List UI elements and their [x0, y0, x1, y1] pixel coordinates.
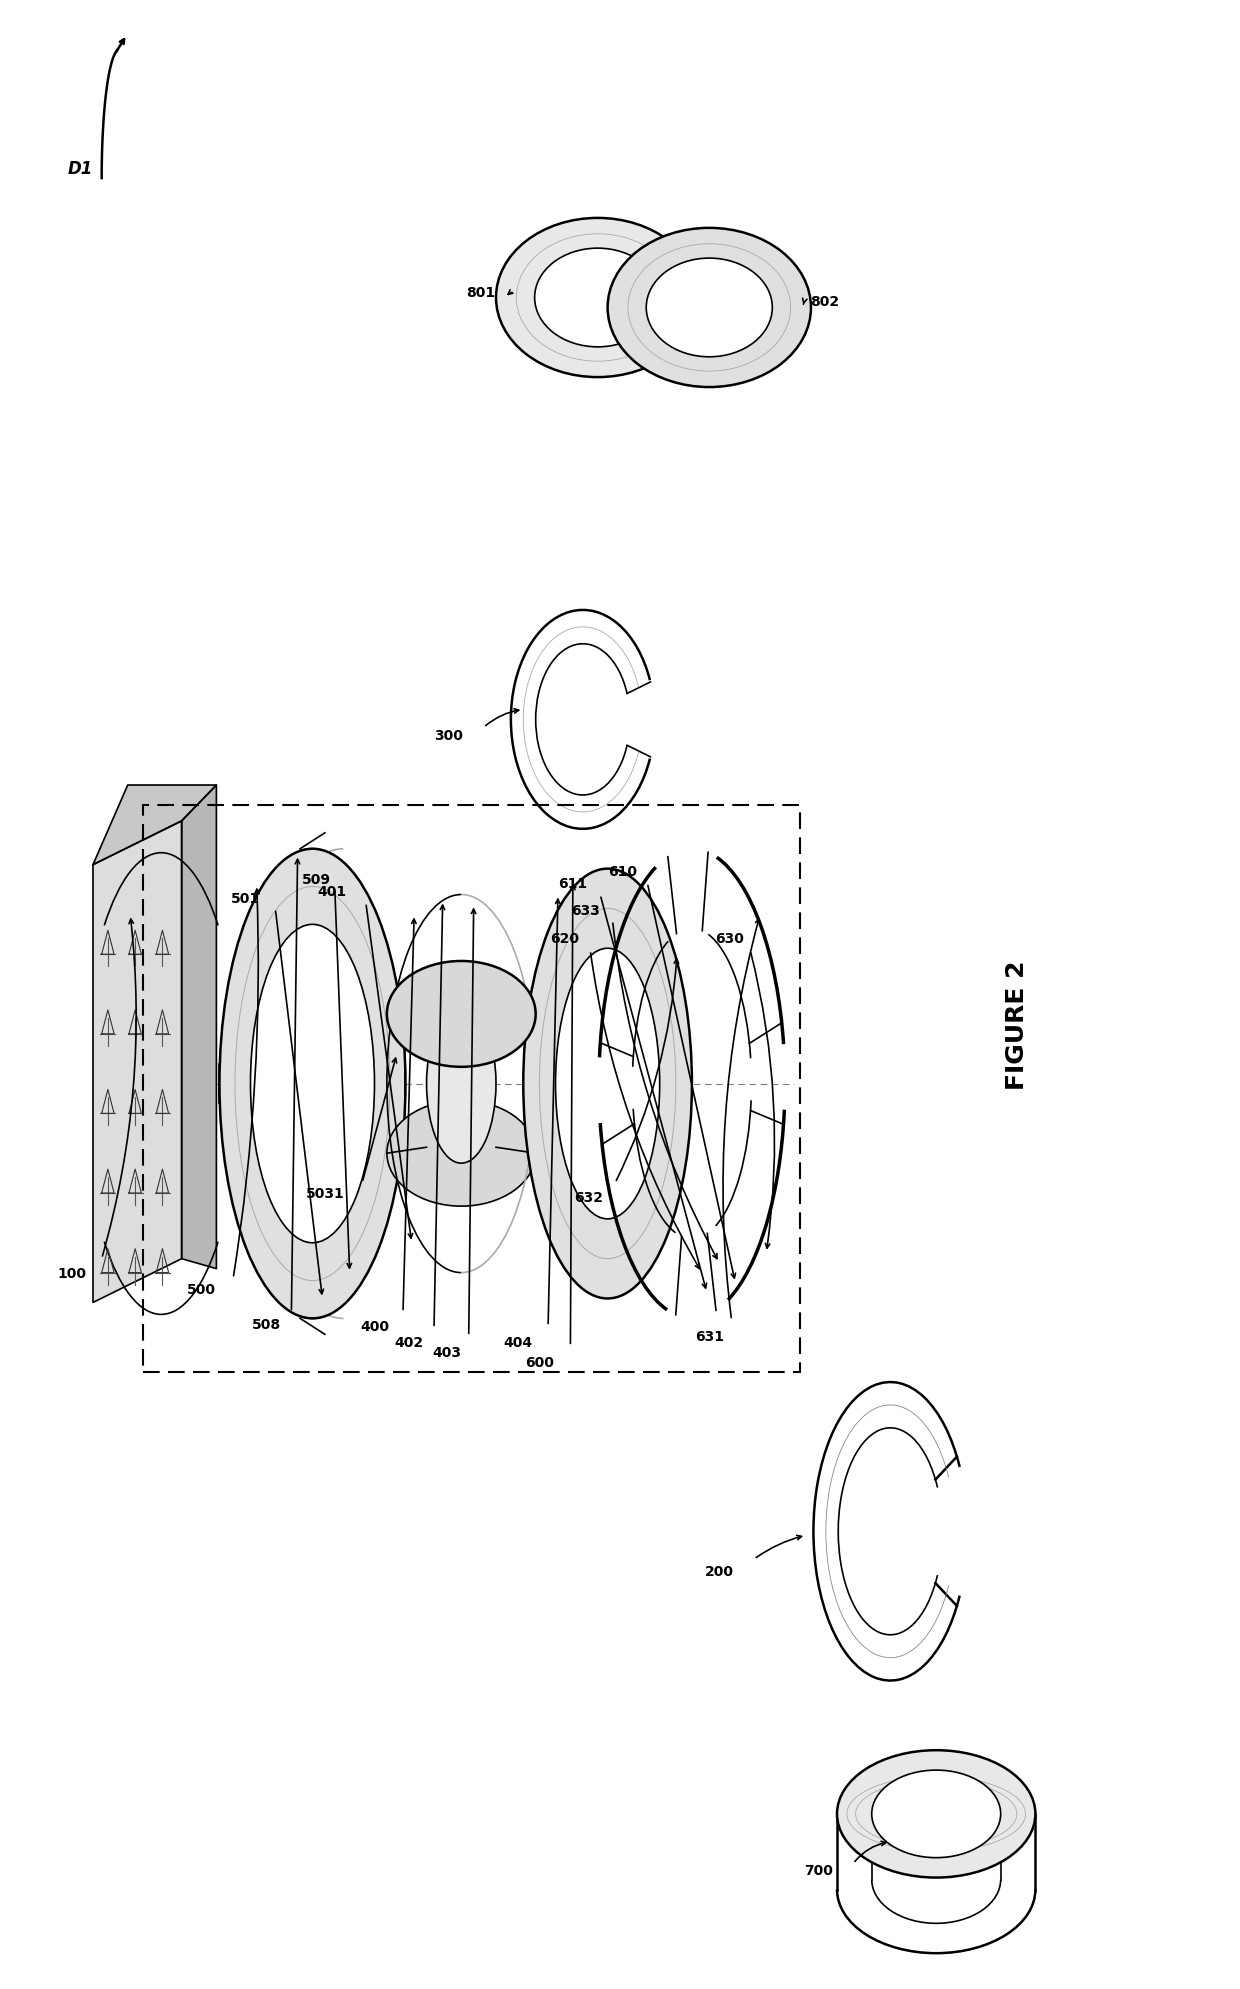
Text: 401: 401 — [317, 883, 347, 899]
Ellipse shape — [523, 869, 692, 1299]
Text: 630: 630 — [714, 931, 744, 947]
Ellipse shape — [219, 849, 405, 1319]
Ellipse shape — [387, 961, 536, 1068]
Text: 100: 100 — [57, 1265, 87, 1281]
Text: 300: 300 — [434, 728, 464, 744]
Text: 404: 404 — [503, 1335, 533, 1351]
Text: 500: 500 — [186, 1281, 216, 1297]
Text: 403: 403 — [432, 1345, 461, 1360]
Ellipse shape — [534, 249, 661, 348]
Text: 620: 620 — [549, 931, 579, 947]
Text: 633: 633 — [570, 903, 600, 919]
Ellipse shape — [837, 1750, 1035, 1878]
Text: 802: 802 — [810, 294, 839, 310]
Ellipse shape — [556, 949, 660, 1219]
Polygon shape — [93, 821, 182, 1303]
Ellipse shape — [387, 1100, 536, 1207]
Text: FIGURE 2: FIGURE 2 — [1004, 959, 1029, 1090]
Text: 631: 631 — [694, 1329, 724, 1345]
Ellipse shape — [496, 219, 699, 378]
Text: 509: 509 — [301, 871, 331, 887]
Text: D1: D1 — [68, 159, 93, 179]
Bar — [143, 806, 800, 1372]
Ellipse shape — [427, 1004, 496, 1164]
Ellipse shape — [608, 229, 811, 388]
Polygon shape — [93, 786, 217, 865]
Text: 611: 611 — [558, 875, 588, 891]
Text: 501: 501 — [231, 891, 260, 907]
Text: 610: 610 — [608, 863, 637, 879]
Text: 402: 402 — [394, 1335, 424, 1351]
Ellipse shape — [250, 925, 374, 1243]
Text: 801: 801 — [466, 284, 496, 300]
Ellipse shape — [646, 259, 773, 358]
Text: 508: 508 — [252, 1317, 281, 1333]
Text: 200: 200 — [704, 1563, 734, 1579]
Text: 632: 632 — [574, 1189, 604, 1205]
Text: 700: 700 — [804, 1862, 833, 1878]
Text: 400: 400 — [360, 1319, 389, 1335]
Polygon shape — [182, 786, 217, 1269]
Ellipse shape — [872, 1770, 1001, 1858]
Text: 5031: 5031 — [305, 1185, 345, 1201]
Text: 600: 600 — [525, 1355, 554, 1370]
